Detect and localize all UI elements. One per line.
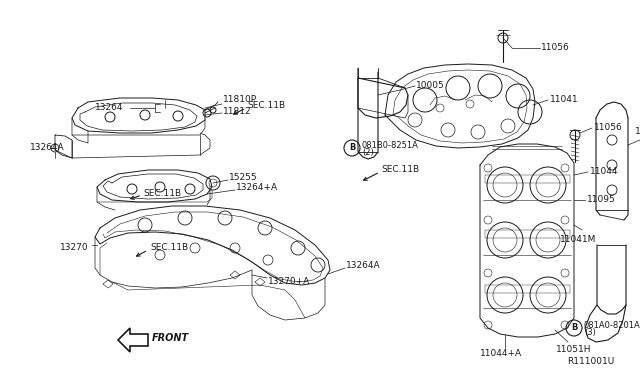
Text: 081A0-8201A: 081A0-8201A [584, 321, 640, 330]
Text: FRONT: FRONT [152, 333, 189, 343]
Text: R111001U: R111001U [567, 357, 614, 366]
Text: 11041M: 11041M [560, 235, 596, 244]
Text: 13264A: 13264A [346, 262, 381, 270]
Text: 11056: 11056 [541, 44, 570, 52]
Text: (3): (3) [584, 328, 596, 337]
Text: 11812: 11812 [223, 106, 252, 115]
Text: 11056: 11056 [594, 122, 623, 131]
Text: 10006: 10006 [635, 128, 640, 137]
Text: 11051H: 11051H [556, 344, 591, 353]
Text: B: B [571, 324, 577, 333]
Text: 15255: 15255 [229, 173, 258, 183]
Text: SEC.11B: SEC.11B [150, 244, 188, 253]
Text: 11044+A: 11044+A [480, 349, 522, 357]
Text: 10005: 10005 [416, 81, 445, 90]
Text: B: B [349, 144, 355, 153]
Text: 11044: 11044 [590, 167, 618, 176]
Text: SEC.11B: SEC.11B [143, 189, 181, 198]
Text: 11041: 11041 [550, 94, 579, 103]
Text: 13264: 13264 [95, 103, 124, 112]
Text: SEC.11B: SEC.11B [247, 102, 285, 110]
Text: 13264+A: 13264+A [236, 183, 278, 192]
Text: 13270: 13270 [60, 244, 88, 253]
Text: (2): (2) [362, 148, 374, 157]
Text: 11095: 11095 [587, 196, 616, 205]
Text: 11810P: 11810P [223, 96, 257, 105]
Text: 13264A: 13264A [30, 144, 65, 153]
Text: SEC.11B: SEC.11B [381, 166, 419, 174]
Text: 081B0-8251A: 081B0-8251A [362, 141, 419, 150]
Text: 13270+A: 13270+A [268, 276, 310, 285]
